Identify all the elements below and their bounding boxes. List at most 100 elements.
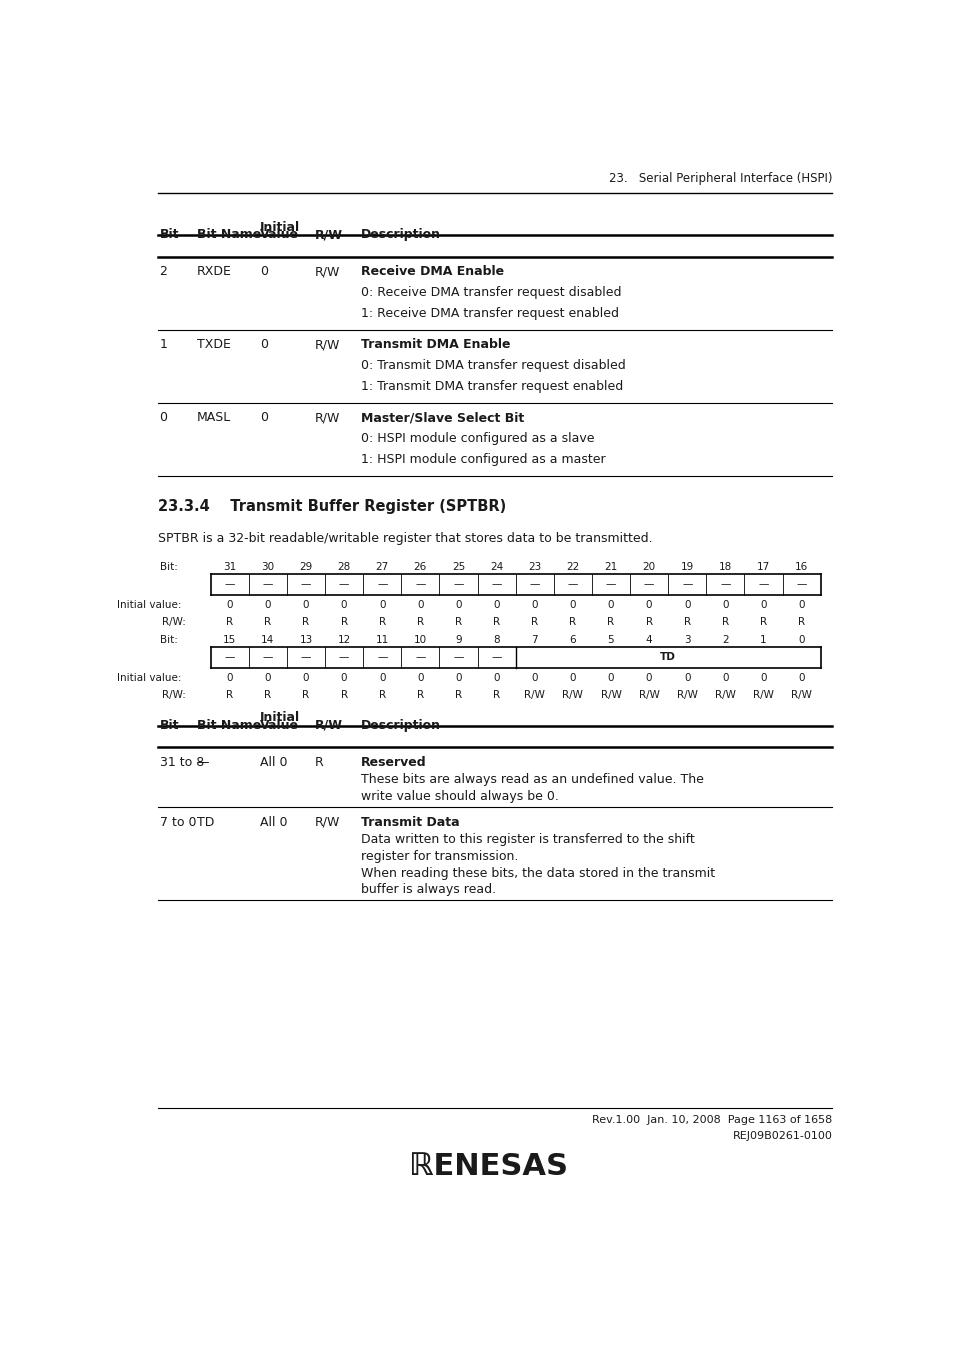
Text: R/W: R/W xyxy=(314,265,339,278)
Text: R/W: R/W xyxy=(562,690,582,701)
Text: 0: 0 xyxy=(264,601,271,610)
Text: write value should always be 0.: write value should always be 0. xyxy=(360,790,558,802)
Text: 0: 0 xyxy=(531,601,537,610)
Text: buffer is always read.: buffer is always read. xyxy=(360,883,496,896)
Text: 31 to 8: 31 to 8 xyxy=(159,756,204,768)
Text: Reserved: Reserved xyxy=(360,756,426,768)
Text: Value: Value xyxy=(260,228,299,242)
Text: These bits are always read as an undefined value. The: These bits are always read as an undefin… xyxy=(360,772,703,786)
Text: 0: 0 xyxy=(264,674,271,683)
Text: 24: 24 xyxy=(490,562,502,571)
Text: R: R xyxy=(645,617,652,626)
Text: 0: 0 xyxy=(493,674,499,683)
Text: TXDE: TXDE xyxy=(196,339,231,351)
Text: All 0: All 0 xyxy=(260,756,288,768)
Text: R: R xyxy=(569,617,576,626)
Text: R/W: R/W xyxy=(524,690,544,701)
Text: —: — xyxy=(262,652,273,663)
Text: TD: TD xyxy=(196,815,213,829)
Text: 11: 11 xyxy=(375,634,389,645)
Text: When reading these bits, the data stored in the transmit: When reading these bits, the data stored… xyxy=(360,867,715,880)
Text: 0: 0 xyxy=(260,339,268,351)
Text: 21: 21 xyxy=(603,562,617,571)
Text: Description: Description xyxy=(360,228,440,242)
Text: Initial value:: Initial value: xyxy=(117,674,181,683)
Text: 9: 9 xyxy=(455,634,461,645)
Text: 0: 0 xyxy=(531,674,537,683)
Text: 19: 19 xyxy=(679,562,693,571)
Text: —: — xyxy=(643,579,654,590)
Text: 23.   Serial Peripheral Interface (HSPI): 23. Serial Peripheral Interface (HSPI) xyxy=(608,171,831,185)
Text: R: R xyxy=(493,690,499,701)
Text: 30: 30 xyxy=(261,562,274,571)
Text: R: R xyxy=(455,617,461,626)
Text: 17: 17 xyxy=(756,562,769,571)
Text: 23: 23 xyxy=(528,562,540,571)
Text: 0: 0 xyxy=(607,674,614,683)
Text: —: — xyxy=(567,579,578,590)
Text: 0: 0 xyxy=(302,674,309,683)
Text: R: R xyxy=(226,690,233,701)
Text: —: — xyxy=(453,652,463,663)
Text: Bit Name: Bit Name xyxy=(196,718,261,732)
Text: 0: 0 xyxy=(798,674,804,683)
Text: R/W: R/W xyxy=(314,339,339,351)
Text: 31: 31 xyxy=(223,562,236,571)
Text: 16: 16 xyxy=(794,562,807,571)
Text: 0: 0 xyxy=(607,601,614,610)
Text: R: R xyxy=(416,617,423,626)
Text: 0: 0 xyxy=(455,674,461,683)
Text: 20: 20 xyxy=(642,562,655,571)
Text: Rev.1.00  Jan. 10, 2008  Page 1163 of 1658: Rev.1.00 Jan. 10, 2008 Page 1163 of 1658 xyxy=(592,1115,831,1126)
Text: 0: 0 xyxy=(226,674,233,683)
Text: 0: 0 xyxy=(159,412,168,424)
Text: 29: 29 xyxy=(299,562,313,571)
Text: R: R xyxy=(314,756,323,768)
Text: Transmit Data: Transmit Data xyxy=(360,815,459,829)
Text: R/W: R/W xyxy=(638,690,659,701)
Text: 0: 0 xyxy=(683,601,690,610)
Text: 0: 0 xyxy=(798,634,804,645)
Text: 1: HSPI module configured as a master: 1: HSPI module configured as a master xyxy=(360,454,605,466)
Text: R: R xyxy=(455,690,461,701)
Text: 0: 0 xyxy=(378,674,385,683)
Text: REJ09B0261-0100: REJ09B0261-0100 xyxy=(732,1131,831,1141)
Text: 0: 0 xyxy=(260,265,268,278)
Text: 3: 3 xyxy=(683,634,690,645)
Text: 0: 0 xyxy=(569,674,576,683)
Text: R/W:: R/W: xyxy=(162,690,186,701)
Text: R: R xyxy=(340,617,347,626)
Text: R: R xyxy=(683,617,690,626)
Text: 0: 0 xyxy=(455,601,461,610)
Text: 0: 0 xyxy=(340,674,347,683)
Text: 25: 25 xyxy=(452,562,465,571)
Text: 2: 2 xyxy=(721,634,728,645)
Text: —: — xyxy=(681,579,692,590)
Text: 1: Transmit DMA transfer request enabled: 1: Transmit DMA transfer request enabled xyxy=(360,379,622,393)
Text: R: R xyxy=(302,690,309,701)
Text: —: — xyxy=(415,579,425,590)
Text: —: — xyxy=(376,652,387,663)
Text: 0: 0 xyxy=(416,601,423,610)
Text: R/W: R/W xyxy=(599,690,620,701)
Text: R/W: R/W xyxy=(752,690,773,701)
Text: R/W: R/W xyxy=(314,412,339,424)
Text: 7: 7 xyxy=(531,634,537,645)
Text: —: — xyxy=(453,579,463,590)
Text: R: R xyxy=(378,690,385,701)
Text: R/W: R/W xyxy=(314,815,339,829)
Text: —: — xyxy=(262,579,273,590)
Text: R: R xyxy=(226,617,233,626)
Text: 26: 26 xyxy=(414,562,427,571)
Text: 12: 12 xyxy=(337,634,351,645)
Text: 5: 5 xyxy=(607,634,614,645)
Text: R: R xyxy=(760,617,766,626)
Text: R/W: R/W xyxy=(676,690,697,701)
Text: MASL: MASL xyxy=(196,412,231,424)
Text: 1: 1 xyxy=(159,339,167,351)
Text: 4: 4 xyxy=(645,634,652,645)
Text: —: — xyxy=(300,652,311,663)
Text: Transmit DMA Enable: Transmit DMA Enable xyxy=(360,339,510,351)
Text: 22: 22 xyxy=(566,562,578,571)
Text: Description: Description xyxy=(360,718,440,732)
